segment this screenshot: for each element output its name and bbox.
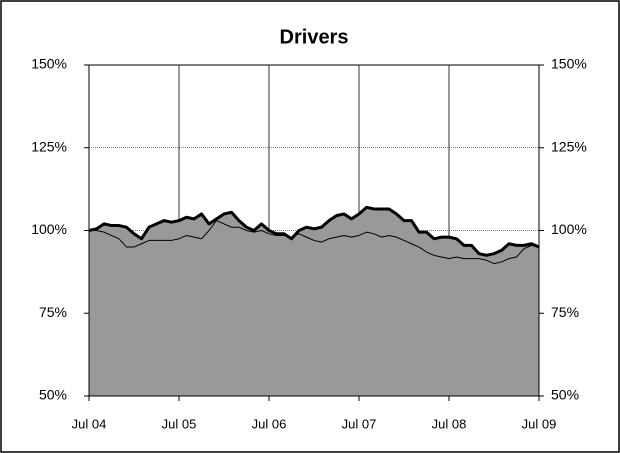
x-tick-label: Jul 04 <box>72 416 107 431</box>
series-line-thick <box>88 205 540 257</box>
y-tick-label: 50% <box>39 387 67 403</box>
x-tick-label: Jul 05 <box>162 416 197 431</box>
chart-title: Drivers <box>280 26 349 48</box>
y-tick-label: 125% <box>31 138 67 154</box>
y-tick-label: 75% <box>39 304 67 320</box>
y-tick-label: 100% <box>31 221 67 237</box>
x-tick-label: Jul 06 <box>252 416 287 431</box>
y2-tick-label: 100% <box>551 221 587 237</box>
series-line <box>89 220 540 265</box>
y2-tick-label: 50% <box>551 387 579 403</box>
y2-tick-label: 150% <box>551 56 587 72</box>
y2-tick-label: 125% <box>551 138 587 154</box>
x-tick-label: Jul 07 <box>342 416 377 431</box>
area <box>89 207 539 396</box>
x-tick-label: Jul 09 <box>522 416 557 431</box>
y2-tick-label: 75% <box>551 304 579 320</box>
y-tick-label: 150% <box>31 56 67 72</box>
x-tick-label: Jul 08 <box>432 416 467 431</box>
